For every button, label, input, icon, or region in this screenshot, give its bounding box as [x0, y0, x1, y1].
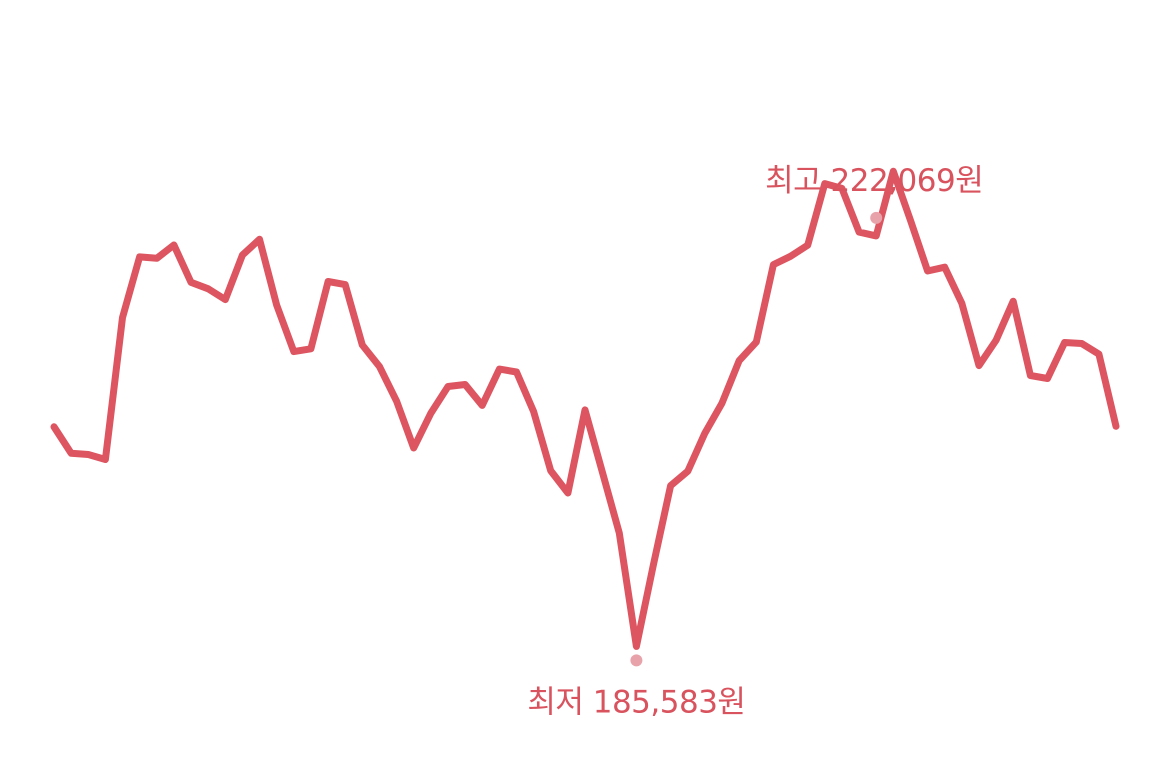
min-price-label: 최저 185,583원 — [527, 684, 745, 720]
price-series-line — [50, 167, 1120, 650]
max-price-marker — [870, 211, 883, 224]
max-price-label: 최고 222,069원 — [765, 163, 983, 199]
min-price-marker — [630, 654, 643, 667]
